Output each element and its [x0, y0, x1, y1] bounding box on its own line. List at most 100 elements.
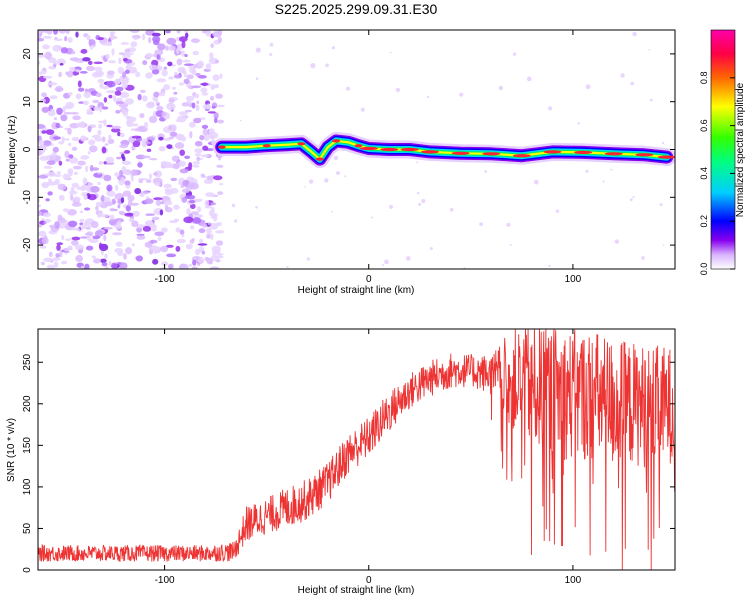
- noise-speck: [384, 259, 389, 265]
- noise-blob: [173, 91, 178, 95]
- noise-speck: [429, 247, 433, 250]
- noise-speck: [234, 219, 238, 223]
- noise-blob: [42, 183, 50, 187]
- noise-blob: [75, 69, 80, 73]
- noise-blob: [175, 227, 181, 233]
- noise-blob: [209, 52, 214, 60]
- noise-speck: [324, 178, 329, 183]
- noise-blob: [214, 117, 218, 124]
- noise-blob: [167, 45, 176, 51]
- noise-blob: [175, 245, 181, 252]
- noise-blob: [104, 143, 109, 146]
- noise-blob: [188, 162, 193, 170]
- noise-blob: [212, 31, 222, 38]
- noise-blob: [216, 104, 225, 108]
- noise-blob: [122, 58, 128, 62]
- noise-blob: [165, 244, 174, 248]
- noise-blob: [108, 94, 113, 99]
- noise-blob: [70, 186, 75, 193]
- noise-blob: [38, 204, 42, 208]
- ridge-peak: [262, 144, 271, 148]
- noise-blob: [149, 173, 152, 180]
- noise-blob: [52, 44, 62, 52]
- noise-speck: [449, 207, 454, 212]
- noise-blob: [210, 202, 217, 206]
- noise-blob: [193, 117, 202, 124]
- noise-speck: [632, 196, 635, 199]
- noise-speck: [630, 81, 634, 86]
- noise-blob: [63, 111, 72, 115]
- noise-speck: [389, 51, 392, 54]
- noise-blob: [86, 231, 94, 237]
- noise-blob: [119, 262, 128, 269]
- noise-speck: [416, 161, 419, 164]
- noise-blob: [219, 73, 223, 80]
- noise-blob: [108, 60, 117, 64]
- noise-speck: [333, 155, 339, 161]
- noise-blob: [215, 240, 224, 246]
- noise-blob: [135, 224, 146, 229]
- noise-blob: [105, 156, 115, 164]
- noise-blob: [43, 140, 52, 146]
- noise-blob: [145, 220, 154, 226]
- noise-blob: [176, 58, 183, 66]
- noise-blob: [172, 86, 176, 90]
- noise-speck: [459, 92, 464, 97]
- noise-blob: [189, 121, 196, 128]
- noise-blob: [91, 71, 101, 78]
- noise-blob: [213, 175, 223, 181]
- noise-speck: [632, 31, 637, 37]
- noise-blob: [110, 33, 115, 41]
- noise-blob: [103, 226, 114, 230]
- noise-speck: [360, 107, 365, 112]
- noise-blob: [43, 96, 50, 104]
- noise-blob: [181, 50, 185, 57]
- ridge-peak: [297, 142, 306, 146]
- noise-blob: [152, 172, 159, 176]
- noise-blob: [103, 174, 112, 182]
- ridge-peak: [512, 154, 531, 158]
- noise-blob: [178, 111, 188, 116]
- noise-blob: [206, 233, 211, 239]
- noise-blob: [38, 60, 41, 65]
- noise-blob: [145, 196, 150, 199]
- noise-blob: [179, 263, 189, 269]
- colorbar-gradient: [710, 29, 736, 270]
- noise-blob: [150, 228, 157, 232]
- noise-blob: [43, 221, 47, 224]
- noise-blob: [168, 98, 175, 104]
- noise-blob: [130, 202, 140, 206]
- noise-blob: [118, 210, 125, 214]
- noise-blob: [166, 37, 177, 45]
- noise-blob: [126, 116, 137, 123]
- noise-blob: [115, 184, 119, 191]
- noise-blob: [160, 245, 169, 253]
- noise-blob: [151, 69, 160, 75]
- noise-blob: [91, 255, 96, 259]
- noise-blob: [105, 201, 114, 207]
- noise-blob: [77, 80, 82, 88]
- noise-blob: [198, 256, 205, 264]
- noise-blob: [122, 190, 131, 197]
- noise-speck: [286, 265, 289, 268]
- noise-blob: [203, 178, 214, 184]
- noise-speck: [661, 141, 665, 145]
- noise-blob: [105, 53, 110, 60]
- noise-blob: [158, 136, 164, 141]
- noise-blob: [144, 121, 148, 129]
- noise-blob: [188, 200, 196, 204]
- noise-blob: [58, 30, 67, 34]
- noise-blob: [135, 154, 146, 160]
- noise-blob: [84, 207, 91, 211]
- noise-speck: [406, 256, 411, 261]
- noise-blob: [202, 128, 208, 136]
- noise-blob: [68, 156, 79, 164]
- ridge-peak: [359, 146, 378, 151]
- noise-blob: [55, 253, 60, 258]
- noise-blob: [154, 182, 161, 186]
- noise-blob: [138, 179, 143, 184]
- noise-blob: [178, 136, 183, 141]
- noise-blob: [186, 74, 194, 80]
- noise-blob: [210, 84, 216, 90]
